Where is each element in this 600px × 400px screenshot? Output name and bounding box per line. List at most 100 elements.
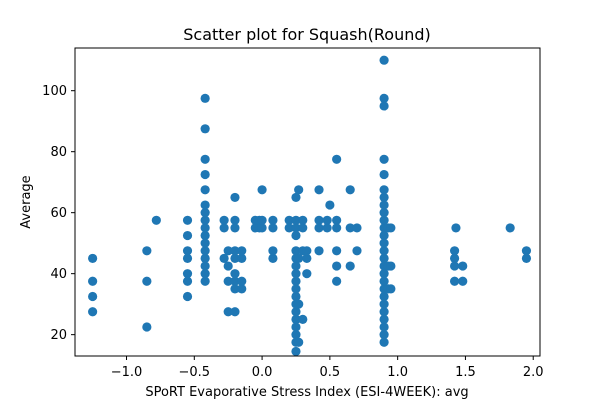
data-point (182, 246, 193, 256)
data-point (142, 322, 152, 332)
data-point (379, 246, 389, 256)
data-point (237, 246, 247, 256)
data-point (200, 261, 210, 271)
data-point (294, 337, 304, 347)
x-tick-label: −0.5 (179, 365, 211, 380)
data-point (345, 185, 355, 195)
data-point (379, 330, 389, 340)
data-point (223, 261, 233, 271)
data-point (291, 284, 301, 294)
data-point (298, 215, 308, 225)
data-point (294, 185, 304, 195)
data-point (379, 238, 389, 248)
data-point (449, 253, 460, 264)
data-point (230, 223, 240, 233)
data-point (379, 307, 389, 317)
data-point (268, 253, 278, 264)
data-point (352, 223, 362, 233)
data-point (379, 154, 389, 164)
data-point (291, 322, 301, 332)
data-point (230, 246, 240, 256)
data-point (230, 253, 240, 264)
data-point (314, 246, 324, 256)
data-point (325, 200, 335, 210)
data-point (200, 185, 210, 195)
data-point (379, 192, 389, 203)
data-point (379, 322, 389, 332)
data-point (379, 337, 389, 347)
y-tick-label: 100 (42, 84, 67, 99)
data-point (88, 276, 98, 286)
x-tick-label: 0.0 (252, 365, 273, 380)
data-point (505, 223, 515, 233)
y-axis-label: Average (19, 175, 34, 228)
data-point (379, 269, 389, 279)
data-point (345, 261, 355, 271)
data-point (257, 215, 267, 225)
data-point (182, 276, 193, 286)
data-point (182, 253, 193, 264)
data-point (182, 291, 193, 302)
data-point (294, 253, 304, 264)
y-tick-label: 80 (50, 145, 67, 160)
data-point (223, 307, 233, 317)
data-point (302, 246, 312, 256)
data-point (345, 223, 355, 233)
data-point (291, 307, 301, 317)
data-point (200, 238, 210, 248)
data-point (332, 223, 342, 233)
data-point (379, 93, 389, 103)
data-point (291, 276, 301, 286)
data-point (449, 276, 460, 286)
data-point (379, 253, 389, 264)
data-point (451, 223, 461, 233)
data-point (257, 185, 267, 195)
data-point (268, 215, 278, 225)
data-point (449, 246, 460, 256)
data-point (291, 223, 301, 233)
data-point (379, 299, 389, 309)
data-point (291, 246, 301, 256)
data-point (314, 215, 324, 225)
data-point (88, 307, 98, 317)
x-axis: −1.0 −0.5 0.0 0.5 1.0 1.5 2.0 (111, 356, 544, 380)
data-point (182, 269, 193, 279)
data-point (298, 314, 308, 325)
data-point (230, 276, 240, 286)
data-point (291, 230, 301, 241)
data-point (200, 276, 210, 286)
data-point (230, 269, 240, 279)
data-point (230, 284, 240, 294)
data-point (182, 230, 193, 241)
data-point (302, 269, 312, 279)
data-point (352, 246, 362, 256)
data-point (223, 246, 233, 256)
data-point (294, 299, 304, 309)
data-point (182, 215, 193, 225)
data-point (219, 223, 229, 233)
data-point (291, 314, 301, 325)
data-point (284, 215, 294, 225)
data-point (521, 253, 532, 264)
data-point (200, 246, 210, 256)
data-point (314, 185, 324, 195)
data-point (257, 223, 267, 233)
data-point (142, 276, 152, 286)
y-tick-label: 20 (50, 328, 67, 343)
data-point (291, 269, 301, 279)
y-axis: 20 40 60 80 100 (42, 84, 75, 343)
data-point (291, 215, 301, 225)
data-point (379, 208, 389, 218)
data-point (219, 253, 229, 264)
data-point (200, 223, 210, 233)
data-point (458, 276, 468, 286)
data-point (200, 215, 210, 225)
data-points (88, 55, 532, 357)
data-point (230, 307, 240, 317)
data-point (386, 261, 396, 271)
data-point (314, 223, 324, 233)
data-point (200, 93, 210, 103)
x-axis-label: SPoRT Evaporative Stress Index (ESI-4WEE… (145, 385, 468, 400)
data-point (151, 215, 161, 225)
